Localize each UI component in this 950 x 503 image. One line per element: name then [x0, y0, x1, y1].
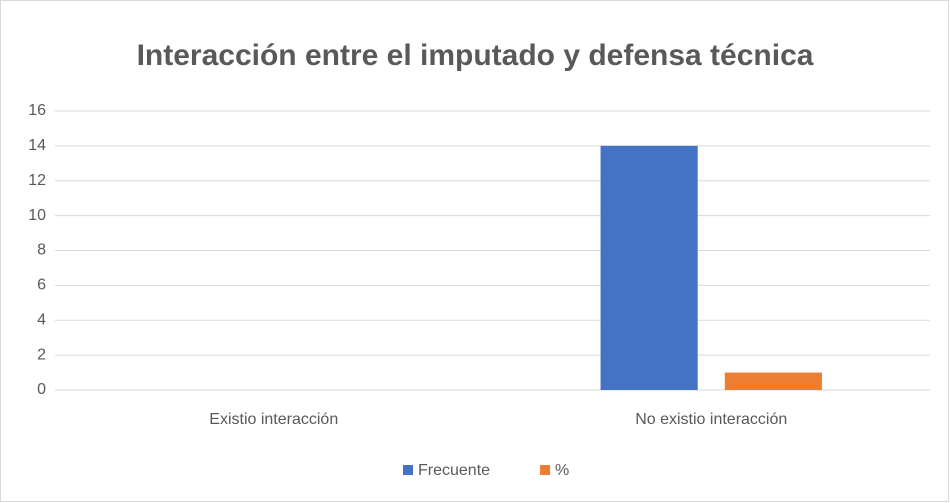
y-tick-label: 2: [37, 346, 46, 363]
y-tick-label: 4: [37, 311, 46, 328]
y-tick-label: 0: [37, 381, 46, 398]
y-tick-label: 8: [37, 242, 46, 259]
bar: [600, 145, 698, 390]
y-tick-label: 12: [28, 172, 46, 189]
legend-swatch: [540, 465, 551, 475]
y-tick-label: 10: [28, 207, 46, 224]
chart-title: Interacción entre el imputado y defensa …: [137, 39, 814, 72]
legend-swatch: [403, 465, 413, 475]
bar: [724, 372, 822, 390]
y-tick-label: 6: [37, 277, 46, 294]
y-tick-label: 14: [28, 137, 46, 154]
legend-label: Frecuente: [418, 462, 490, 479]
x-tick-label: Existio interacción: [209, 411, 338, 428]
legend-label: %: [555, 462, 569, 479]
y-tick-label: 16: [28, 102, 46, 119]
x-tick-label: No existio interacción: [635, 411, 787, 428]
